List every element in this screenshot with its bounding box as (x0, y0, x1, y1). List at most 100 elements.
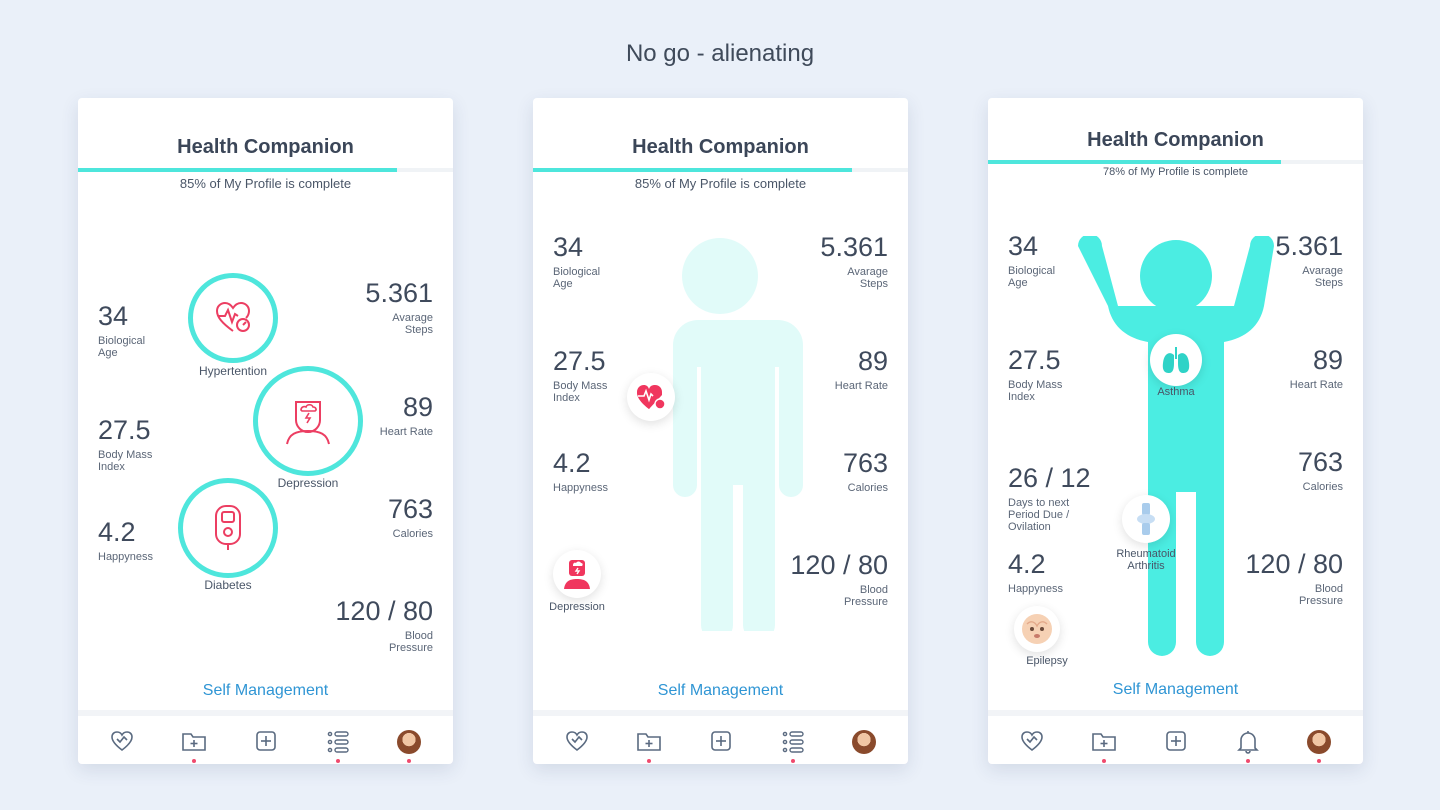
hypertention-badge[interactable] (627, 373, 675, 421)
heart-icon (565, 730, 589, 752)
metric-biological-age[interactable]: 34 Biological Age (553, 234, 613, 290)
metric-blood-pressure[interactable]: 120 / 80 Blood Pressure (335, 598, 433, 654)
metric-happyness[interactable]: 4.2 Happyness (553, 450, 608, 494)
profile-progress-fill (78, 168, 397, 172)
tab-heart[interactable] (564, 730, 590, 756)
metric-body-mass-index[interactable]: 27.5 Body Mass Index (1008, 347, 1068, 403)
metric-heart-rate[interactable]: 89 Heart Rate (1290, 347, 1343, 391)
face-icon (1020, 612, 1054, 646)
tab-records[interactable] (1091, 730, 1117, 756)
tab-add[interactable] (253, 730, 279, 756)
asthma-badge[interactable] (1150, 334, 1202, 386)
metric-biological-age[interactable]: 34 Biological Age (98, 303, 158, 359)
tab-list[interactable] (780, 730, 806, 756)
tab-records[interactable] (636, 730, 662, 756)
metric-biological-age[interactable]: 34 Biological Age (1008, 233, 1068, 289)
self-management-link[interactable]: Self Management (988, 681, 1363, 699)
metric-blood-pressure[interactable]: 120 / 80 Blood Pressure (1245, 551, 1343, 607)
profile-progress-fill (533, 168, 852, 172)
metric-happyness[interactable]: 4.2 Happyness (1008, 551, 1063, 595)
plus-square-icon (255, 730, 277, 752)
condition-label: Depression (537, 601, 617, 613)
notification-dot (1102, 759, 1106, 763)
tab-profile[interactable] (851, 730, 877, 756)
condition-depression[interactable] (253, 366, 363, 476)
tab-heart[interactable] (109, 730, 135, 756)
avatar (852, 730, 876, 754)
depression-badge[interactable] (553, 550, 601, 598)
phone-screen-1: Health Companion 85% of My Profile is co… (78, 98, 453, 764)
profile-progress-bar (533, 168, 908, 172)
heart-icon (110, 730, 134, 752)
list-icon (326, 730, 350, 754)
metric-calories[interactable]: 763 Calories (1298, 449, 1343, 493)
profile-progress-text: 78% of My Profile is complete (988, 166, 1363, 178)
avatar (1307, 730, 1331, 754)
divider (78, 710, 453, 716)
notification-dot (791, 759, 795, 763)
metric-body-mass-index[interactable]: 27.5 Body Mass Index (553, 348, 613, 404)
metric-period-due[interactable]: 26 / 12 Days to next Period Due / Ovilat… (1008, 465, 1091, 533)
lungs-icon (1160, 345, 1192, 375)
metric-average-steps[interactable]: 5.361 Avarage Steps (1275, 233, 1343, 289)
metric-blood-pressure[interactable]: 120 / 80 Blood Pressure (790, 552, 888, 608)
glucose-meter-icon (213, 504, 243, 552)
profile-progress-bar (78, 168, 453, 172)
head-storm-icon (283, 396, 333, 446)
condition-label: Asthma (1136, 386, 1216, 398)
notification-dot (1317, 759, 1321, 763)
folder-add-icon (1091, 730, 1117, 752)
tab-add[interactable] (708, 730, 734, 756)
tab-add[interactable] (1163, 730, 1189, 756)
profile-progress-text: 85% of My Profile is complete (78, 176, 453, 191)
heart-icon (1020, 730, 1044, 752)
joint-icon (1134, 502, 1158, 536)
notification-dot (647, 759, 651, 763)
profile-progress-text: 85% of My Profile is complete (533, 176, 908, 191)
divider (988, 710, 1363, 716)
self-management-link[interactable]: Self Management (533, 682, 908, 700)
condition-label: Rheumatoid Arthritis (1106, 548, 1186, 572)
metric-body-mass-index[interactable]: 27.5 Body Mass Index (98, 417, 158, 473)
bell-icon (1237, 730, 1259, 754)
tab-records[interactable] (181, 730, 207, 756)
metric-heart-rate[interactable]: 89 Heart Rate (835, 348, 888, 392)
condition-label: Hypertention (183, 364, 283, 378)
tab-list[interactable] (325, 730, 351, 756)
plus-square-icon (1165, 730, 1187, 752)
metric-happyness[interactable]: 4.2 Happyness (98, 519, 153, 563)
condition-label: Depression (258, 476, 358, 490)
heart-pressure-icon (635, 383, 667, 411)
condition-label: Diabetes (178, 578, 278, 592)
epilepsy-badge[interactable] (1014, 606, 1060, 652)
tab-bar (533, 718, 908, 764)
notification-dot (336, 759, 340, 763)
phone-screen-2: Health Companion 85% of My Profile is co… (533, 98, 908, 764)
tab-heart[interactable] (1019, 730, 1045, 756)
self-management-link[interactable]: Self Management (78, 682, 453, 700)
condition-label: Epilepsy (1007, 655, 1087, 667)
head-storm-icon (562, 558, 592, 590)
condition-diabetes[interactable] (178, 478, 278, 578)
condition-hypertention[interactable] (188, 273, 278, 363)
tab-notifications[interactable] (1235, 730, 1261, 756)
heart-pressure-icon (214, 301, 252, 335)
metric-calories[interactable]: 763 Calories (388, 496, 433, 540)
tab-profile[interactable] (1306, 730, 1332, 756)
tab-profile[interactable] (396, 730, 422, 756)
arthritis-badge[interactable] (1122, 495, 1170, 543)
plus-square-icon (710, 730, 732, 752)
list-icon (781, 730, 805, 754)
body-silhouette (633, 236, 808, 631)
app-title: Health Companion (988, 129, 1363, 152)
notification-dot (192, 759, 196, 763)
metric-heart-rate[interactable]: 89 Heart Rate (380, 394, 433, 438)
profile-progress-bar (988, 160, 1363, 164)
metric-average-steps[interactable]: 5.361 Avarage Steps (820, 234, 888, 290)
notification-dot (1246, 759, 1250, 763)
app-title: Health Companion (78, 136, 453, 159)
metric-average-steps[interactable]: 5.361 Avarage Steps (365, 280, 433, 336)
metric-calories[interactable]: 763 Calories (843, 450, 888, 494)
page-title: No go - alienating (0, 40, 1440, 68)
folder-add-icon (181, 730, 207, 752)
